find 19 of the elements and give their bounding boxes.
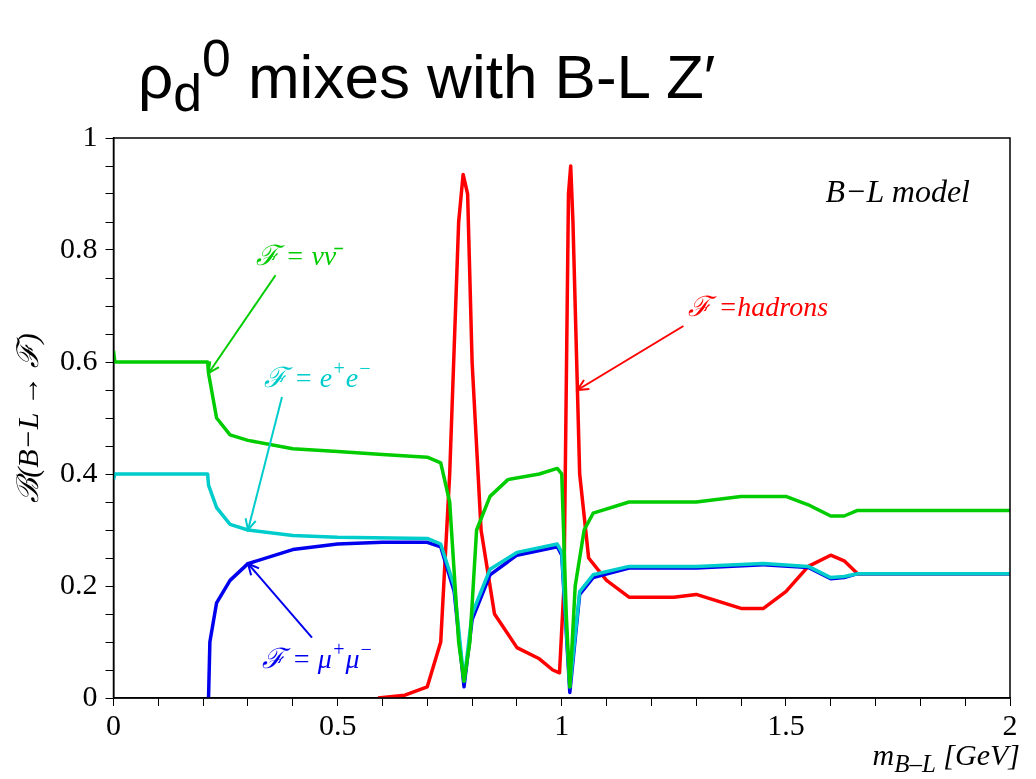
y-tick-label: 0.8	[60, 230, 98, 264]
y-tick-label: 1	[82, 118, 98, 152]
annotation: B−L model	[825, 173, 971, 210]
x-tick-label: 1	[554, 707, 570, 741]
y-tick-label: 0.6	[60, 342, 98, 376]
x-tick-label: 0.5	[318, 707, 357, 741]
annotation: ℱ = e+e−	[263, 357, 372, 393]
x-tick-label: 1.5	[767, 707, 805, 741]
annotation: ℱ = νν̄	[255, 240, 344, 272]
chart-title: ρ$_{d}$$^{0}$ mixes with B-L Z′	[137, 28, 717, 123]
y-tick-label: 0	[82, 678, 98, 712]
x-axis-title: m$_{B–L}$ [GeV]	[872, 738, 1020, 777]
y-tick-label: 0.2	[60, 566, 98, 600]
x-tick-label: 2	[1002, 707, 1018, 741]
annotation: ℱ = μ+μ−	[261, 637, 373, 674]
annotation: ℱ =hadrons	[688, 291, 829, 322]
y-tick-label: 0.4	[60, 454, 98, 488]
x-tick-label: 0	[106, 707, 121, 741]
y-axis-title: ℬ(B−L → ℱ)	[10, 333, 45, 503]
